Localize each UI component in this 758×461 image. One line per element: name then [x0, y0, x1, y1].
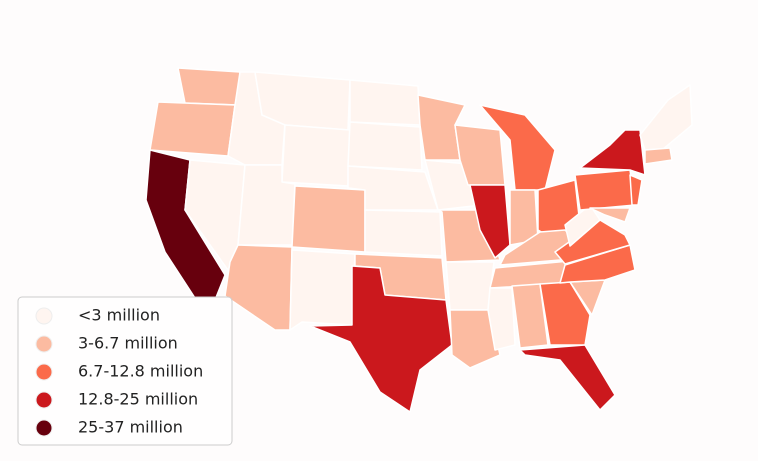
legend-swatch	[35, 363, 53, 381]
legend-box	[17, 296, 233, 446]
state	[177, 67, 241, 106]
state	[487, 287, 516, 351]
state	[309, 265, 453, 413]
state	[349, 79, 421, 126]
state	[364, 209, 443, 257]
state	[347, 121, 423, 171]
legend-label: 6.7-12.8 million	[78, 362, 203, 381]
state	[449, 309, 501, 369]
state	[579, 129, 646, 176]
state	[291, 185, 366, 253]
legend-label: 25-37 million	[78, 418, 183, 437]
legend-label: <3 million	[78, 306, 160, 325]
legend-label: 3-6.7 million	[78, 334, 178, 353]
state	[589, 207, 631, 223]
legend-swatch	[35, 391, 53, 409]
legend-swatch	[35, 307, 53, 325]
legend-swatch	[35, 419, 53, 437]
legend-swatch	[35, 335, 53, 353]
legend: <3 million 3-6.7 million 6.7-12.8 million 1…	[35, 306, 203, 437]
state	[149, 101, 236, 157]
state	[289, 249, 356, 331]
state	[519, 344, 616, 411]
state	[644, 147, 673, 165]
legend-label: 12.8-25 million	[78, 390, 198, 409]
state	[445, 261, 495, 311]
state	[281, 124, 351, 187]
state	[564, 204, 601, 247]
state	[511, 283, 549, 349]
state	[629, 174, 643, 206]
state	[574, 169, 636, 211]
state	[469, 184, 511, 259]
states	[145, 67, 693, 413]
